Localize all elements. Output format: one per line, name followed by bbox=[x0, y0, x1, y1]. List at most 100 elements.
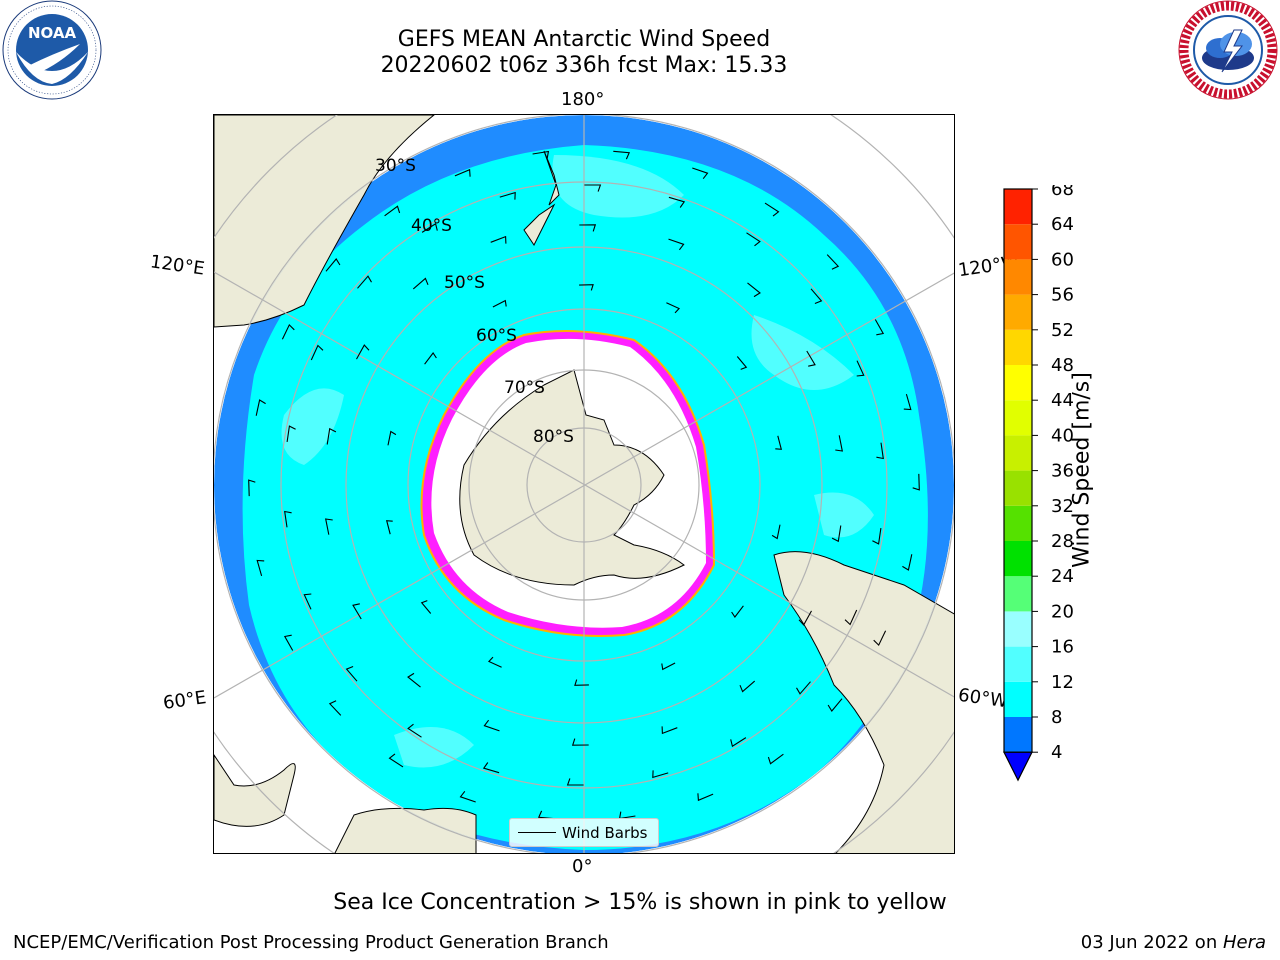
wind-barb bbox=[872, 528, 882, 545]
colorbar-tick-label: 28 bbox=[1051, 531, 1074, 552]
footer-date: 03 Jun 2022 on Hera bbox=[1081, 932, 1266, 953]
wind-barb bbox=[798, 610, 812, 626]
wind-barb bbox=[826, 254, 840, 270]
noaa-logo-text: NOAA bbox=[28, 24, 77, 42]
colorbar-segment bbox=[1004, 329, 1032, 365]
wind-barb bbox=[424, 352, 437, 365]
colorbar-segment bbox=[1004, 505, 1032, 541]
colorbar-tick-label: 68 bbox=[1051, 185, 1074, 200]
wind-barb bbox=[584, 184, 602, 192]
colorbar-segment bbox=[1004, 365, 1032, 401]
wind-barb bbox=[303, 593, 312, 610]
wind-barb bbox=[356, 344, 370, 360]
wind-barb bbox=[483, 719, 500, 732]
wind-barb bbox=[731, 605, 744, 618]
wind-barb bbox=[407, 672, 421, 688]
colorbar-tick-label: 64 bbox=[1051, 214, 1074, 235]
wind-barb bbox=[325, 258, 341, 272]
wind-barb bbox=[827, 698, 843, 712]
wind-barb bbox=[571, 738, 589, 746]
wind-barb bbox=[835, 435, 843, 452]
wind-barb bbox=[831, 525, 842, 543]
colorbar-label: Wind Speed [m/s] bbox=[1069, 372, 1095, 568]
footer-credit: NCEP/EMC/Verification Post Processing Pr… bbox=[13, 932, 609, 953]
colorbar-tick-label: 4 bbox=[1051, 742, 1062, 763]
wind-barb bbox=[384, 205, 401, 217]
wind-barb bbox=[873, 630, 887, 647]
colorbar-tick-label: 44 bbox=[1051, 390, 1074, 411]
wind-barb bbox=[652, 770, 669, 779]
lon-label-lower-left: 60°E bbox=[161, 687, 208, 714]
wind-barb bbox=[579, 284, 594, 291]
colorbar-segment bbox=[1004, 717, 1032, 753]
colorbar-segment bbox=[1004, 681, 1032, 717]
lat-label-50s: 50°S bbox=[444, 273, 485, 293]
wind-barb bbox=[747, 282, 761, 298]
colorbar-segment bbox=[1004, 470, 1032, 506]
lat-label-60s: 60°S bbox=[476, 326, 517, 346]
wind-barb bbox=[459, 790, 476, 803]
wind-barb bbox=[345, 665, 358, 682]
lon-label-top: 180° bbox=[561, 89, 605, 110]
wind-barbs bbox=[248, 150, 920, 820]
wind-barb bbox=[661, 726, 678, 735]
lat-label-80s: 80°S bbox=[533, 427, 574, 447]
wind-barb bbox=[357, 275, 372, 289]
chart-subtitle: 20220602 t06z 336h fcst Max: 15.33 bbox=[380, 53, 788, 78]
wind-barb bbox=[387, 430, 397, 446]
wind-barb bbox=[844, 609, 858, 626]
wind-barb bbox=[876, 442, 884, 460]
wind-barb bbox=[286, 425, 296, 442]
nws-logo bbox=[1178, 0, 1278, 100]
wind-barb bbox=[256, 559, 265, 577]
wind-barb bbox=[666, 302, 681, 314]
wind-barb bbox=[492, 299, 507, 308]
wind-barb bbox=[487, 656, 502, 668]
wind-barb bbox=[668, 238, 685, 251]
wind-barb bbox=[775, 435, 783, 450]
wind-barb bbox=[796, 681, 811, 695]
colorbar-tick-label: 8 bbox=[1051, 707, 1062, 728]
wind-barb bbox=[284, 510, 292, 528]
noaa-logo: NOAA bbox=[2, 0, 102, 100]
wind-barb bbox=[806, 350, 816, 367]
colorbar-tick-label: 20 bbox=[1051, 601, 1074, 622]
ocean-patches bbox=[281, 155, 874, 768]
colorbar-tick-label: 24 bbox=[1051, 566, 1074, 587]
legend-label: Wind Barbs bbox=[562, 824, 648, 842]
wind-barb bbox=[746, 232, 761, 247]
wind-barb bbox=[810, 288, 823, 305]
wind-barb bbox=[874, 319, 885, 336]
legend-line bbox=[518, 832, 556, 833]
footer-date-text: 03 Jun 2022 on bbox=[1080, 932, 1223, 953]
colorbar-tick-label: 60 bbox=[1051, 249, 1074, 270]
colorbar-tick-label: 32 bbox=[1051, 496, 1074, 517]
map-legend: Wind Barbs bbox=[509, 818, 659, 847]
wind-barb bbox=[248, 479, 256, 497]
footer-host: Hera bbox=[1222, 932, 1266, 953]
colorbar-tick-label: 52 bbox=[1051, 320, 1074, 341]
colorbar-segment bbox=[1004, 646, 1032, 682]
colorbar-tick-label: 16 bbox=[1051, 637, 1074, 658]
wind-barb bbox=[574, 679, 589, 686]
colorbar-segment bbox=[1004, 294, 1032, 330]
polar-map: 30°S 40°S 50°S 60°S 70°S 80°S bbox=[214, 115, 954, 853]
colorbar-tick-label: 48 bbox=[1051, 355, 1074, 376]
colorbar-segment bbox=[1004, 576, 1032, 612]
wind-barb bbox=[903, 393, 912, 411]
colorbar-extend bbox=[1003, 751, 1033, 782]
colorbar-tick-label: 40 bbox=[1051, 425, 1074, 446]
wind-barb bbox=[912, 473, 920, 491]
wind-barb bbox=[613, 150, 631, 160]
wind-barb bbox=[281, 323, 295, 340]
colorbar-segment bbox=[1004, 435, 1032, 471]
wind-barb bbox=[454, 168, 471, 177]
graticule bbox=[214, 115, 954, 853]
wind-barb bbox=[856, 360, 865, 377]
wind-barb bbox=[902, 554, 913, 571]
map-panel: 30°S 40°S 50°S 60°S 70°S 80°S bbox=[213, 114, 955, 854]
wind-barb bbox=[532, 150, 550, 159]
wind-barb bbox=[482, 762, 500, 774]
colorbar-segment bbox=[1004, 189, 1032, 225]
wind-barb bbox=[668, 196, 686, 208]
